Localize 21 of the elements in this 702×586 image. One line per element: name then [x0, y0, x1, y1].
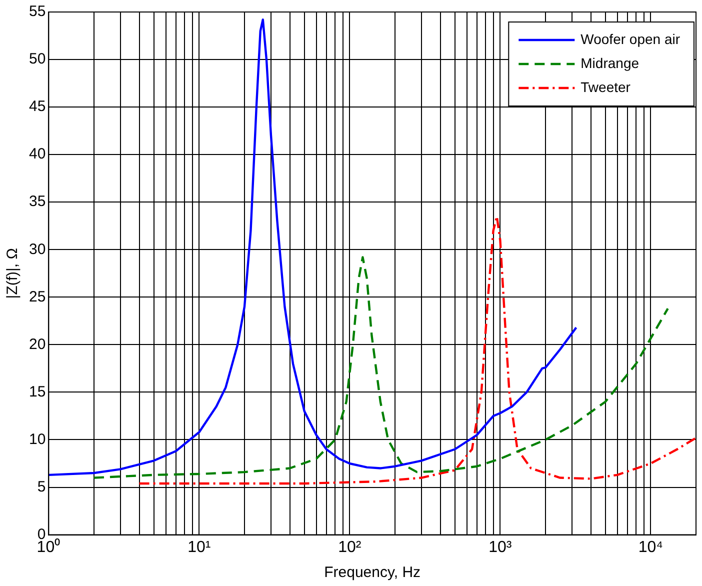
- y-tick-label: 30: [28, 240, 46, 258]
- y-tick-label: 20: [28, 336, 46, 353]
- y-tick-label: 50: [28, 50, 46, 68]
- legend-label: Woofer open air: [580, 30, 680, 47]
- y-axis-title: |Z(f)|, Ω: [4, 248, 22, 299]
- x-tick-label: 10¹: [188, 538, 211, 556]
- y-tick-label: 10: [28, 430, 46, 448]
- x-tick-label: 10²: [338, 538, 362, 556]
- x-tick-label: 10⁰: [36, 538, 61, 556]
- y-tick-label: 45: [28, 98, 46, 116]
- x-tick-label: 10⁴: [638, 538, 664, 556]
- y-tick-label: 55: [28, 3, 46, 20]
- legend-label: Tweeter: [580, 78, 631, 95]
- y-tick-label: 35: [28, 193, 46, 210]
- legend-label: Midrange: [580, 54, 640, 71]
- y-tick-label: 25: [28, 288, 46, 306]
- x-axis-title: Frequency, Hz: [324, 564, 421, 582]
- x-tick-label: 10³: [488, 538, 512, 556]
- y-tick-label: 5: [37, 478, 46, 496]
- y-tick-label: 15: [28, 383, 46, 400]
- y-tick-label: 40: [28, 146, 46, 163]
